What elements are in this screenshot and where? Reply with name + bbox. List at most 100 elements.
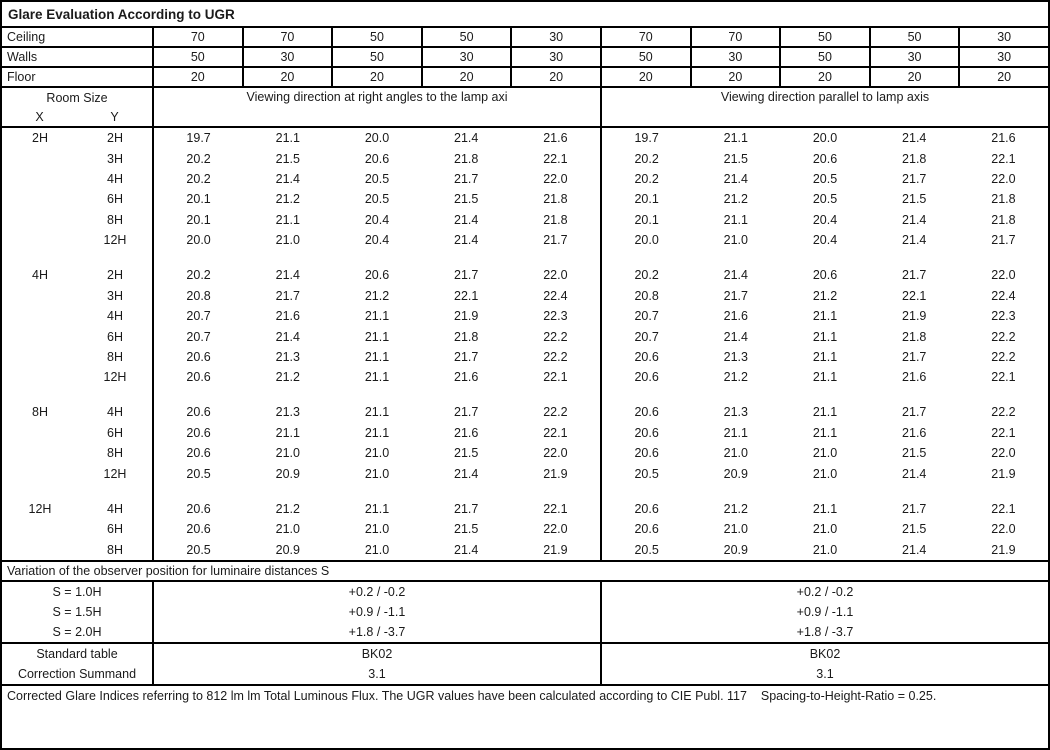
room-x-value: 8H (32, 405, 48, 420)
ugr-value: 20.6 (634, 425, 659, 440)
ugr-value: 21.4 (902, 466, 927, 481)
room-x-value (2, 148, 78, 168)
surface-value: 50 (871, 28, 961, 46)
surface-value: 20 (423, 68, 513, 86)
ugr-value: 21.4 (275, 268, 300, 283)
ugr-value: 21.9 (991, 466, 1016, 481)
room-x-value: 12H (28, 501, 52, 516)
room-y-value: 6H (78, 519, 154, 540)
ugr-value: 21.7 (454, 268, 479, 283)
ugr-value: 21.0 (812, 522, 838, 537)
ugr-value: 21.0 (364, 466, 390, 481)
surface-value: 20 (154, 68, 244, 86)
ugr-value: 21.7 (454, 349, 479, 364)
ugr-value: 20.6 (186, 405, 211, 420)
ugr-value: 21.1 (275, 131, 300, 146)
ugr-value: 20.6 (812, 151, 838, 166)
ugr-value: 20.5 (634, 466, 659, 481)
ugr-value: 20.6 (186, 501, 211, 516)
ugr-row: 8H 20.6 21.0 21.0 21.5 22.0 20.6 21.0 21.0 21.5 22… (2, 443, 1048, 464)
summary-rows: Standard table BK02 BK02 Correction Summand… (2, 644, 1048, 686)
ugr-value: 21.2 (275, 501, 300, 516)
ugr-value: 20.6 (186, 349, 211, 364)
surface-label: Walls (2, 48, 154, 66)
ugr-row: 8H 20.6 21.3 21.1 21.7 22.2 20.6 21.3 21.1 21.7 22… (2, 346, 1048, 368)
ugr-value: 21.8 (511, 189, 603, 210)
ugr-value: 21.7 (454, 501, 479, 516)
ugr-value: 21.2 (364, 288, 390, 303)
ugr-value: 21.1 (723, 425, 748, 440)
ugr-value: 21.8 (511, 209, 603, 230)
ugr-value: 20.6 (186, 522, 211, 537)
room-x-value (2, 367, 78, 387)
table-title: Glare Evaluation According to UGR (2, 2, 1048, 28)
ugr-value: 20.2 (634, 268, 659, 283)
ugr-value: 20.6 (634, 522, 659, 537)
ugr-value: 22.2 (991, 329, 1016, 344)
ugr-value: 21.5 (902, 522, 927, 537)
variation-row-item-label: S = 2.0H (2, 622, 154, 642)
ugr-value: 21.7 (902, 349, 927, 364)
variation-row-item: S = 1.0H +0.2 / -0.2 +0.2 / -0.2 (2, 582, 1048, 602)
ugr-value: 21.0 (723, 446, 748, 461)
room-y-value: 12H (78, 463, 154, 484)
ugr-row: 3H 20.8 21.7 21.2 22.1 22.4 20.8 21.7 21.2 22.1 22… (2, 285, 1048, 306)
room-x-value (2, 539, 78, 559)
ugr-value: 21.1 (364, 425, 390, 440)
surface-row: Walls 50 30 50 30 30 50 30 50 30 30 (2, 48, 1048, 68)
surface-value: 30 (512, 28, 602, 46)
gap-label-col (2, 387, 154, 403)
ugr-value: 21.8 (902, 329, 927, 344)
surface-reflectance-rows: Ceiling 70 70 50 50 30 70 70 50 50 30 Walls 50 30 50 30… (2, 28, 1048, 88)
ugr-value: 21.0 (275, 522, 300, 537)
surface-value: 20 (512, 68, 602, 86)
ugr-value: 21.5 (723, 151, 748, 166)
ugr-value: 21.4 (902, 542, 927, 557)
ugr-value: 21.8 (991, 192, 1016, 207)
ugr-value: 21.1 (812, 405, 838, 420)
ugr-value: 20.2 (186, 171, 211, 186)
surface-value: 30 (997, 30, 1012, 44)
ugr-value: 21.2 (812, 288, 838, 303)
surface-value: 50 (781, 48, 871, 66)
viewing-direction-right-angles-header: Viewing direction at right angles to the… (154, 88, 602, 126)
ugr-value: 20.6 (186, 370, 211, 385)
ugr-value: 20.2 (634, 151, 659, 166)
variation-section-header: Variation of the observer position for l… (2, 562, 1048, 582)
ugr-value: 22.3 (991, 309, 1016, 324)
surface-value: 50 (423, 28, 513, 46)
ugr-value: 21.0 (364, 446, 390, 461)
ugr-value: 21.1 (723, 212, 748, 227)
ugr-row: 8H 20.5 20.9 21.0 21.4 21.9 20.5 20.9 21.0 21.4 21… (2, 539, 1048, 560)
room-y-value: 4H (78, 168, 154, 190)
ugr-value: 21.7 (902, 405, 927, 420)
ugr-value: 21.9 (454, 309, 479, 324)
surface-value: 50 (333, 48, 423, 66)
ugr-value: 21.4 (723, 329, 748, 344)
variation-row-item-label: S = 1.0H (2, 582, 154, 602)
ugr-value: 20.2 (634, 171, 659, 186)
room-size-title: Room Size (46, 90, 108, 105)
gap-label-col (2, 250, 154, 266)
ugr-value: 21.4 (454, 131, 479, 146)
ugr-value: 21.7 (991, 233, 1016, 248)
surface-value: 30 (512, 48, 602, 66)
variation-row-item-value-left: +1.8 / -3.7 (154, 622, 602, 642)
surface-value: 20 (871, 68, 961, 86)
ugr-value: 21.3 (275, 405, 300, 420)
ugr-value: 21.1 (812, 349, 838, 364)
variation-row-item-value-right: +0.9 / -1.1 (796, 605, 854, 619)
room-y-value: 4H (78, 402, 154, 423)
ugr-value: 21.5 (902, 446, 927, 461)
surface-value: 70 (602, 28, 692, 46)
ugr-value: 20.2 (186, 151, 211, 166)
ugr-value: 21.9 (511, 463, 603, 484)
ugr-value: 21.0 (723, 233, 748, 248)
ugr-value: 21.8 (454, 151, 479, 166)
room-y-value: 8H (78, 346, 154, 368)
room-x-value: 2H (32, 131, 48, 146)
surface-value: 20 (333, 68, 423, 86)
room-y-value: 6H (78, 189, 154, 210)
ugr-value: 21.6 (275, 309, 300, 324)
ugr-value: 22.1 (454, 288, 479, 303)
